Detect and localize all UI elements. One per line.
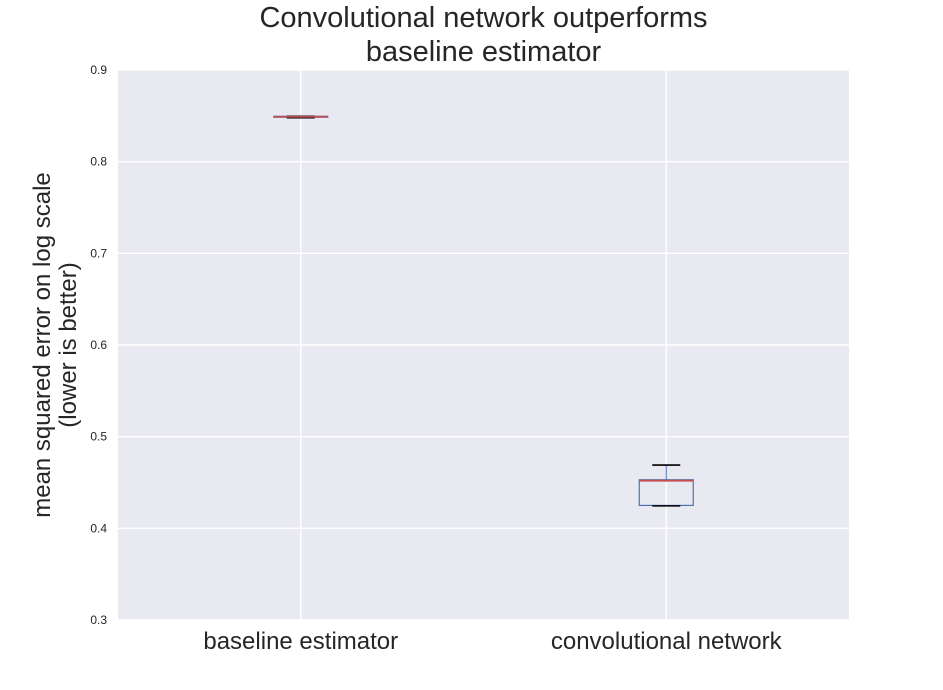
x-tick-labels: baseline estimator convolutional network bbox=[203, 628, 782, 655]
x-tick-label: baseline estimator bbox=[203, 628, 398, 655]
box-series bbox=[273, 115, 694, 507]
chart-title-line-2: baseline estimator bbox=[365, 36, 602, 68]
y-tick-label: 0.9 bbox=[90, 63, 107, 77]
y-tick-label: 0.7 bbox=[90, 246, 107, 260]
grid-lines bbox=[118, 69, 849, 621]
y-tick-label: 0.8 bbox=[90, 155, 107, 169]
y-tick-label: 0.6 bbox=[90, 338, 107, 352]
box-2 bbox=[638, 464, 694, 507]
x-tick-label: convolutional network bbox=[551, 628, 783, 655]
y-tick-label: 0.4 bbox=[90, 521, 107, 535]
y-tick-label: 0.5 bbox=[90, 430, 107, 444]
chart-title-line-1: Convolutional network outperforms bbox=[259, 2, 708, 34]
y-tick-label: 0.3 bbox=[90, 613, 107, 627]
y-tick-labels: 0.3 0.4 0.5 0.6 0.7 0.8 0.9 bbox=[90, 63, 107, 627]
box-1 bbox=[273, 115, 329, 119]
